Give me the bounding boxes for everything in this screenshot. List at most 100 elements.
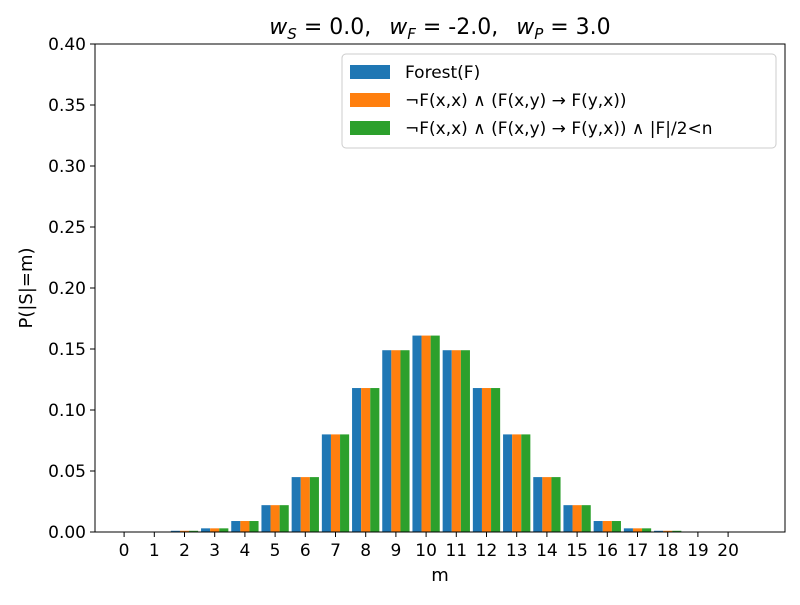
bar xyxy=(370,388,380,532)
y-axis-label: P(|S|=m) xyxy=(16,247,37,328)
chart-title-text: wS = 0.0, wF = -2.0, wP = 3.0 xyxy=(269,15,610,43)
x-axis-label: m xyxy=(431,565,449,586)
bar xyxy=(352,388,362,532)
bar xyxy=(400,350,410,532)
legend-label: Forest(F) xyxy=(405,63,480,83)
x-tick-label: 20 xyxy=(717,541,739,561)
y-tick-label: 0.35 xyxy=(48,96,86,116)
x-tick-label: 6 xyxy=(300,541,311,561)
x-tick-label: 7 xyxy=(330,541,341,561)
x-ticks: 0 1 2 3 4 5 6 7 8 9 10 11 12 13 14 15 16 17 18 19 20 xyxy=(119,532,739,561)
bar xyxy=(421,335,431,532)
title-value: = 0.0, xyxy=(297,15,371,40)
bar xyxy=(551,477,561,532)
x-tick-label: 3 xyxy=(209,541,220,561)
bar xyxy=(442,350,452,532)
x-tick-label: 13 xyxy=(506,541,528,561)
bar xyxy=(654,530,664,532)
x-tick-label: 0 xyxy=(119,541,130,561)
y-tick-label: 0.20 xyxy=(48,279,86,299)
x-tick-label: 15 xyxy=(566,541,588,561)
x-tick-label: 5 xyxy=(270,541,281,561)
bar xyxy=(240,521,250,532)
x-tick-label: 11 xyxy=(445,541,467,561)
bar xyxy=(210,528,220,532)
bar xyxy=(330,434,341,532)
bar xyxy=(451,350,461,532)
x-tick-label: 14 xyxy=(536,541,558,561)
bar xyxy=(391,350,401,532)
bar xyxy=(279,505,289,532)
title-subscript: S xyxy=(287,25,297,43)
bar xyxy=(472,388,482,532)
bar xyxy=(189,530,199,532)
bar xyxy=(632,528,643,532)
x-tick-label: 17 xyxy=(627,541,649,561)
bar xyxy=(340,434,350,532)
bar xyxy=(249,521,259,532)
title-symbol: w xyxy=(389,15,408,40)
bar xyxy=(261,505,271,532)
bar xyxy=(430,335,440,532)
bar xyxy=(672,530,682,532)
bar xyxy=(170,530,180,532)
bar xyxy=(412,335,422,532)
bar xyxy=(623,528,633,532)
bar xyxy=(491,388,501,532)
bar xyxy=(300,477,310,532)
x-tick-label: 4 xyxy=(239,541,250,561)
bar xyxy=(503,434,513,532)
bar xyxy=(460,350,470,532)
bar xyxy=(663,530,673,532)
x-tick-label: 10 xyxy=(415,541,437,561)
bar xyxy=(611,521,621,532)
y-ticks: 0.00 0.05 0.10 0.15 0.20 0.25 0.30 0.35 0.40 xyxy=(48,35,95,543)
bar xyxy=(309,477,319,532)
title-symbol: w xyxy=(516,15,535,40)
x-tick-label: 19 xyxy=(687,541,709,561)
title-symbol: w xyxy=(269,15,288,40)
chart-title: wS = 0.0, wF = -2.0, wP = 3.0 xyxy=(269,15,610,43)
bar xyxy=(521,434,531,532)
legend-swatch xyxy=(350,93,390,107)
y-tick-label: 0.15 xyxy=(48,340,86,360)
x-tick-label: 1 xyxy=(149,541,160,561)
bar xyxy=(581,505,591,532)
y-tick-label: 0.05 xyxy=(48,462,86,482)
bar xyxy=(361,388,371,532)
bar xyxy=(291,477,301,532)
legend-label: ¬F(x,x) ∧ (F(x,y) → F(y,x)) ∧ |F|/2<n xyxy=(405,119,713,139)
bar xyxy=(602,521,612,532)
title-subscript: F xyxy=(407,25,416,43)
title-subscript: P xyxy=(534,25,544,43)
bar xyxy=(572,505,582,532)
bar xyxy=(179,530,190,532)
title-value: = -2.0, xyxy=(416,15,498,40)
bar xyxy=(201,528,211,532)
bar xyxy=(542,477,552,532)
y-tick-label: 0.30 xyxy=(48,157,86,177)
bar xyxy=(533,477,543,532)
bars xyxy=(170,335,682,532)
x-tick-label: 12 xyxy=(476,541,498,561)
bar xyxy=(481,388,492,532)
bar xyxy=(563,505,573,532)
legend-box xyxy=(341,53,777,149)
legend: Forest(F) ¬F(x,x) ∧ (F(x,y) → F(y,x)) ¬F(x… xyxy=(341,53,777,149)
bar xyxy=(219,528,229,532)
bar xyxy=(231,521,241,532)
bar xyxy=(270,505,280,532)
y-tick-label: 0.40 xyxy=(48,35,86,55)
x-tick-label: 2 xyxy=(179,541,190,561)
bar xyxy=(382,350,392,532)
bar xyxy=(593,521,603,532)
legend-label: ¬F(x,x) ∧ (F(x,y) → F(y,x)) xyxy=(405,91,627,111)
legend-swatch xyxy=(350,65,390,79)
x-tick-label: 8 xyxy=(360,541,371,561)
y-tick-label: 0.00 xyxy=(48,523,86,543)
y-tick-label: 0.10 xyxy=(48,401,86,421)
x-tick-label: 18 xyxy=(657,541,679,561)
legend-swatch xyxy=(350,121,390,135)
